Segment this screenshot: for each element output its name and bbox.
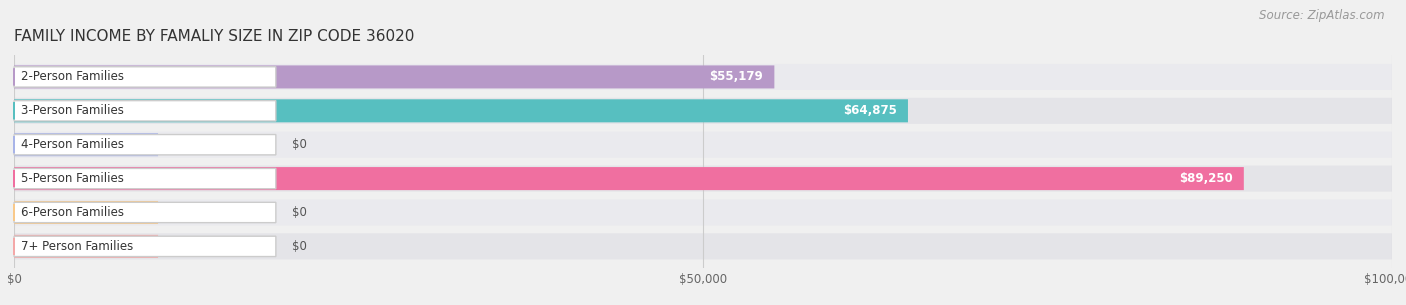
FancyBboxPatch shape	[14, 168, 276, 189]
FancyBboxPatch shape	[14, 98, 1392, 124]
Text: 5-Person Families: 5-Person Families	[21, 172, 124, 185]
FancyBboxPatch shape	[14, 233, 1392, 260]
FancyBboxPatch shape	[14, 201, 157, 224]
FancyBboxPatch shape	[14, 101, 276, 121]
FancyBboxPatch shape	[14, 99, 908, 122]
Text: $55,179: $55,179	[710, 70, 763, 84]
FancyBboxPatch shape	[14, 67, 276, 87]
FancyBboxPatch shape	[14, 133, 157, 156]
FancyBboxPatch shape	[14, 65, 775, 88]
Text: $0: $0	[292, 138, 308, 151]
FancyBboxPatch shape	[14, 135, 276, 155]
Text: 6-Person Families: 6-Person Families	[21, 206, 124, 219]
Text: $0: $0	[292, 240, 308, 253]
FancyBboxPatch shape	[14, 202, 276, 223]
FancyBboxPatch shape	[14, 132, 1392, 158]
Text: FAMILY INCOME BY FAMALIY SIZE IN ZIP CODE 36020: FAMILY INCOME BY FAMALIY SIZE IN ZIP COD…	[14, 29, 415, 44]
Text: 4-Person Families: 4-Person Families	[21, 138, 124, 151]
Text: 2-Person Families: 2-Person Families	[21, 70, 124, 84]
FancyBboxPatch shape	[14, 167, 1244, 190]
Text: 7+ Person Families: 7+ Person Families	[21, 240, 134, 253]
FancyBboxPatch shape	[14, 64, 1392, 90]
FancyBboxPatch shape	[14, 235, 157, 258]
Text: $0: $0	[292, 206, 308, 219]
Text: $64,875: $64,875	[844, 104, 897, 117]
FancyBboxPatch shape	[14, 166, 1392, 192]
FancyBboxPatch shape	[14, 236, 276, 257]
Text: Source: ZipAtlas.com: Source: ZipAtlas.com	[1260, 9, 1385, 22]
Text: 3-Person Families: 3-Person Families	[21, 104, 124, 117]
FancyBboxPatch shape	[14, 199, 1392, 225]
Text: $89,250: $89,250	[1180, 172, 1233, 185]
